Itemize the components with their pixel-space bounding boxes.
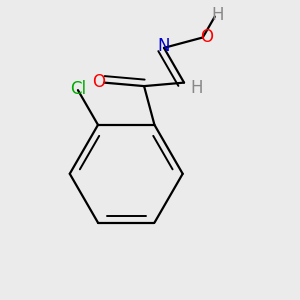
Text: H: H <box>190 79 203 97</box>
Text: O: O <box>92 73 105 91</box>
Text: H: H <box>212 6 224 24</box>
Text: O: O <box>200 28 213 46</box>
Text: Cl: Cl <box>70 80 86 98</box>
Text: N: N <box>158 38 170 56</box>
